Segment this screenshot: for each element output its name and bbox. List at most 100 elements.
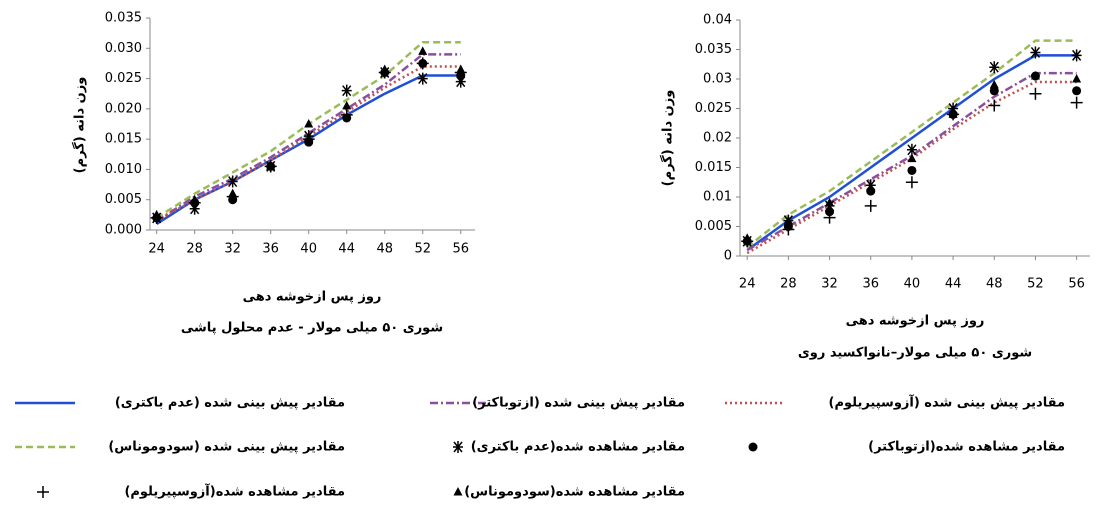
- observed-marker: [453, 487, 463, 496]
- observed-marker: [864, 199, 877, 212]
- y-tick-label: 0.03: [703, 72, 732, 87]
- observed-marker: [782, 223, 795, 236]
- observed-marker: [989, 61, 1000, 74]
- x-tick-label: 52: [1027, 277, 1044, 292]
- predicted-line: [155, 40, 461, 219]
- observed-marker: [453, 441, 463, 453]
- x-tick-label: 56: [452, 242, 469, 257]
- observed-marker: [1070, 96, 1083, 109]
- y-tick-label: 0.035: [695, 42, 732, 57]
- legend-label: مقادیر پیش بینی شده (سودوموناس): [108, 440, 345, 455]
- predicted-line: [746, 71, 1077, 252]
- observed-marker: [380, 64, 390, 73]
- x-axis-label: روز پس ازخوشه دهی: [846, 314, 985, 329]
- x-tick-label: 44: [945, 277, 962, 292]
- y-tick-label: 0.030: [105, 41, 142, 56]
- observed-marker: [825, 197, 835, 207]
- legend-label: مقادیر مشاهده شده(ازتوباکتر): [868, 440, 1065, 455]
- x-tick-label: 28: [186, 242, 203, 257]
- observed-marker: [905, 176, 918, 189]
- observed-marker: [783, 215, 793, 225]
- x-tick-label: 48: [986, 277, 1003, 292]
- predicted-line: [155, 53, 461, 222]
- observed-marker: [189, 202, 200, 215]
- y-tick-label: 0.010: [105, 162, 142, 177]
- predicted-line: [746, 39, 1077, 249]
- predicted-line: [746, 80, 1077, 255]
- observed-marker: [989, 86, 999, 96]
- observed-marker: [948, 109, 958, 118]
- observed-marker: [227, 175, 238, 188]
- observed-marker: [866, 183, 876, 192]
- x-tick-label: 36: [862, 277, 879, 292]
- observed-marker: [342, 100, 352, 110]
- x-tick-label: 24: [739, 277, 756, 292]
- observed-marker: [417, 72, 428, 85]
- x-tick-label: 48: [376, 242, 393, 257]
- observed-marker: [1072, 86, 1082, 96]
- x-tick-label: 32: [821, 277, 838, 292]
- y-tick-label: 0.015: [105, 132, 142, 147]
- observed-marker: [418, 46, 428, 55]
- legend-label: مقادیر پیش بینی شده (ازتوباکتر): [472, 396, 685, 411]
- y-tick-label: 0.035: [105, 11, 142, 26]
- y-tick-label: 0.04: [703, 13, 732, 28]
- observed-marker: [823, 211, 836, 224]
- predicted-line: [746, 54, 1077, 252]
- x-tick-label: 32: [224, 242, 241, 257]
- observed-marker: [304, 119, 314, 128]
- y-tick-label: 0.025: [695, 101, 732, 116]
- observed-marker: [341, 84, 352, 97]
- observed-marker: [906, 143, 917, 156]
- observed-marker: [37, 486, 49, 498]
- x-tick-label: 28: [780, 277, 797, 292]
- y-tick-label: 0.000: [105, 223, 142, 238]
- observed-marker: [988, 99, 1001, 112]
- observed-marker: [190, 194, 200, 204]
- x-axis-label: روز پس ازخوشه دهی: [243, 290, 382, 305]
- predicted-line: [155, 74, 461, 225]
- observed-marker: [340, 108, 353, 121]
- chart-subtitle: شوری ۵۰ میلی مولار - عدم محلول پاشی: [181, 321, 443, 336]
- x-tick-label: 40: [300, 242, 317, 257]
- y-tick-label: 0: [724, 249, 732, 264]
- observed-marker: [302, 133, 315, 146]
- y-tick-label: 0.020: [105, 101, 142, 116]
- legend-label: مقادیر مشاهده شده(سودوموناس): [464, 485, 685, 500]
- observed-marker: [266, 161, 276, 170]
- observed-marker: [1029, 87, 1042, 100]
- x-tick-label: 40: [904, 277, 921, 292]
- observed-marker: [152, 209, 162, 219]
- y-tick-label: 0.025: [105, 71, 142, 86]
- observed-marker: [907, 153, 917, 163]
- observed-marker: [455, 75, 466, 88]
- y-axis-label: وزن دانه (گرم): [72, 77, 88, 174]
- legend-label: مقادیر پیش بینی شده (عدم باکتری): [115, 396, 345, 411]
- observed-marker: [907, 165, 917, 175]
- legend-label: مقادیر پیش بینی شده (آزوسپیریلوم): [829, 394, 1065, 411]
- chart-subtitle: شوری ۵۰ میلی مولار–نانواکسید روی: [798, 346, 1032, 361]
- observed-marker: [1072, 74, 1082, 83]
- observed-marker: [456, 64, 466, 73]
- observed-marker: [748, 442, 758, 452]
- x-tick-label: 36: [262, 242, 279, 257]
- y-tick-label: 0.005: [105, 192, 142, 207]
- y-tick-label: 0.015: [695, 160, 732, 175]
- x-tick-label: 52: [414, 242, 431, 257]
- observed-marker: [228, 188, 238, 198]
- observed-marker: [989, 79, 999, 89]
- y-axis-label: وزن دانه (گرم): [660, 90, 676, 187]
- x-tick-label: 44: [338, 242, 355, 257]
- observed-marker: [1071, 49, 1082, 62]
- observed-marker: [742, 233, 752, 242]
- x-tick-label: 56: [1068, 277, 1085, 292]
- legend-label: مقادیر مشاهده شده(عدم باکتری): [471, 440, 685, 455]
- observed-marker: [416, 57, 429, 70]
- observed-marker: [1030, 71, 1040, 80]
- y-tick-label: 0.01: [703, 190, 732, 205]
- x-tick-label: 24: [148, 242, 165, 257]
- legend-label: مقادیر مشاهده شده(آزوسپیریلوم): [124, 483, 345, 500]
- y-tick-label: 0.005: [695, 219, 732, 234]
- observed-marker: [1030, 46, 1041, 59]
